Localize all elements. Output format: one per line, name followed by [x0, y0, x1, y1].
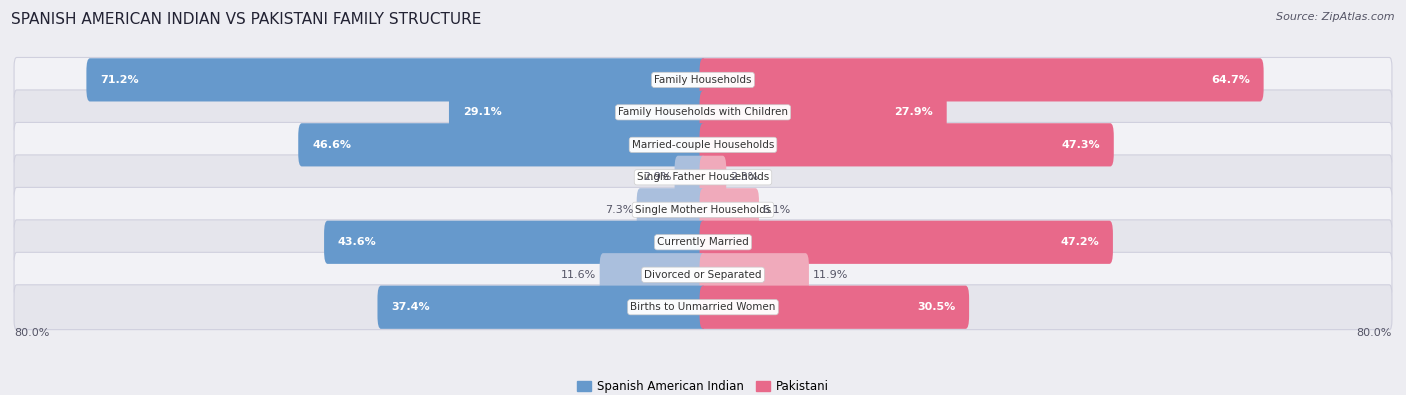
Text: 6.1%: 6.1%	[762, 205, 790, 215]
Text: 29.1%: 29.1%	[463, 107, 502, 117]
Text: 80.0%: 80.0%	[14, 327, 49, 338]
Text: 64.7%: 64.7%	[1211, 75, 1250, 85]
Text: 47.2%: 47.2%	[1060, 237, 1099, 247]
FancyBboxPatch shape	[700, 221, 1114, 264]
Text: 47.3%: 47.3%	[1062, 140, 1099, 150]
FancyBboxPatch shape	[599, 253, 706, 296]
FancyBboxPatch shape	[14, 155, 1392, 200]
Text: Family Households: Family Households	[654, 75, 752, 85]
Text: 43.6%: 43.6%	[337, 237, 377, 247]
Text: Single Mother Households: Single Mother Households	[636, 205, 770, 215]
Text: Divorced or Separated: Divorced or Separated	[644, 270, 762, 280]
Text: Single Father Households: Single Father Households	[637, 172, 769, 182]
FancyBboxPatch shape	[14, 187, 1392, 232]
FancyBboxPatch shape	[700, 58, 1264, 102]
FancyBboxPatch shape	[14, 122, 1392, 167]
Text: 37.4%: 37.4%	[391, 302, 430, 312]
FancyBboxPatch shape	[675, 156, 706, 199]
FancyBboxPatch shape	[377, 286, 706, 329]
FancyBboxPatch shape	[323, 221, 706, 264]
FancyBboxPatch shape	[700, 286, 969, 329]
FancyBboxPatch shape	[14, 285, 1392, 330]
Text: 2.9%: 2.9%	[643, 172, 671, 182]
FancyBboxPatch shape	[14, 220, 1392, 265]
FancyBboxPatch shape	[86, 58, 706, 102]
Text: Family Households with Children: Family Households with Children	[619, 107, 787, 117]
FancyBboxPatch shape	[700, 91, 946, 134]
Text: 7.3%: 7.3%	[605, 205, 633, 215]
Legend: Spanish American Indian, Pakistani: Spanish American Indian, Pakistani	[572, 376, 834, 395]
Text: Source: ZipAtlas.com: Source: ZipAtlas.com	[1277, 12, 1395, 22]
FancyBboxPatch shape	[298, 123, 706, 166]
FancyBboxPatch shape	[14, 90, 1392, 135]
FancyBboxPatch shape	[449, 91, 706, 134]
Text: Currently Married: Currently Married	[657, 237, 749, 247]
FancyBboxPatch shape	[700, 156, 727, 199]
Text: 30.5%: 30.5%	[917, 302, 955, 312]
Text: 11.9%: 11.9%	[813, 270, 848, 280]
Text: 71.2%: 71.2%	[100, 75, 139, 85]
FancyBboxPatch shape	[14, 57, 1392, 102]
FancyBboxPatch shape	[700, 188, 759, 231]
FancyBboxPatch shape	[637, 188, 706, 231]
Text: SPANISH AMERICAN INDIAN VS PAKISTANI FAMILY STRUCTURE: SPANISH AMERICAN INDIAN VS PAKISTANI FAM…	[11, 12, 482, 27]
FancyBboxPatch shape	[700, 123, 1114, 166]
Text: Births to Unmarried Women: Births to Unmarried Women	[630, 302, 776, 312]
Text: 80.0%: 80.0%	[1357, 327, 1392, 338]
Text: 11.6%: 11.6%	[561, 270, 596, 280]
FancyBboxPatch shape	[700, 253, 808, 296]
FancyBboxPatch shape	[14, 252, 1392, 297]
Text: Married-couple Households: Married-couple Households	[631, 140, 775, 150]
Text: 27.9%: 27.9%	[894, 107, 934, 117]
Text: 46.6%: 46.6%	[312, 140, 352, 150]
Text: 2.3%: 2.3%	[730, 172, 758, 182]
